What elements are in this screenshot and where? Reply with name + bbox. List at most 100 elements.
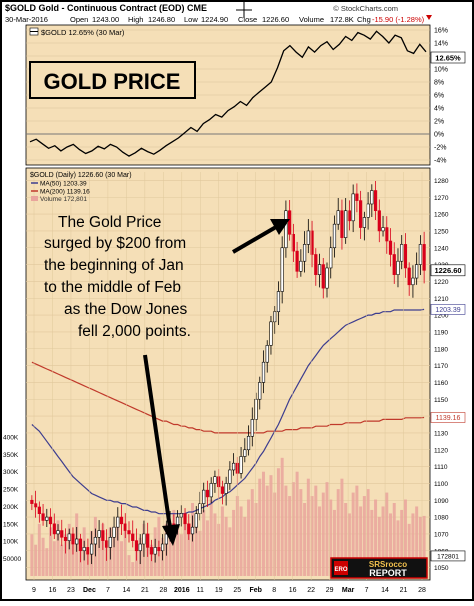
volume-y-tick-label: 400K [3,434,19,441]
candle-body [246,435,251,451]
volume-bar [325,482,329,576]
candle-body [295,250,299,272]
candle-body [138,543,142,552]
volume-bar [403,499,407,576]
candle [359,190,363,239]
candle-body [325,267,329,289]
volume-value-box [430,550,466,562]
candle-body [112,526,116,538]
candle [284,200,288,258]
candle-body [366,203,370,218]
volume-bar [123,530,127,576]
candle [202,482,206,513]
x-tick-label: 14 [381,587,389,594]
x-tick-label: 16 [289,587,297,594]
price-y-tick-label: 1190 [434,329,448,336]
candle-body [205,489,210,498]
volume-bar [183,513,187,576]
x-tick-label: 21 [141,587,149,594]
candle [258,376,262,410]
candle [97,520,101,548]
volume-bar [347,513,351,576]
candle [231,453,236,476]
candle-body [33,503,38,508]
performance-grid [26,29,430,161]
candle [161,534,165,561]
candle [243,438,247,463]
candle [288,200,292,241]
performance-y-tick-label: 14% [434,41,448,48]
ma50-value-label: 1203.39 [435,307,460,314]
candle-body [411,277,415,286]
candle-body [134,540,139,552]
candle-body [157,547,161,552]
price-y-tick-label: 1170 [434,363,448,370]
candle [149,539,154,562]
volume-bar [359,506,363,576]
candle [306,219,310,254]
price-panel [25,167,431,581]
volume-bar [389,513,393,576]
volume-bar [303,503,307,576]
volume-bar [258,478,262,576]
candle-body [52,523,56,535]
candle-body [310,230,314,255]
date-value: 30-Mar-2016 [5,15,48,24]
candle [138,534,142,565]
logo-text-bottom: REPORT [369,568,407,578]
candle-body [370,190,374,205]
candle [381,215,385,237]
candle [67,528,71,550]
candle-body [82,547,86,552]
candle-body [362,217,366,228]
candle [280,236,284,304]
candle [78,533,83,563]
candle-body [71,533,75,545]
candle [190,515,195,542]
volume-bar [34,544,38,576]
candle [246,425,251,456]
open-label: Open [70,15,88,24]
candle-body [276,291,281,313]
ma50-line [31,308,425,515]
candle [302,231,307,273]
candle [415,252,419,285]
volume-y-tick-label: 150K [3,521,19,528]
candle-body [190,526,195,535]
candle [52,513,56,540]
volume-bar [344,503,348,576]
volume-bar [213,513,217,576]
price-y-tick-label: 1180 [434,346,448,353]
candle-body [422,244,426,271]
price-y-tick-label: 1080 [434,515,449,522]
candle-body [250,419,254,437]
candle-body [306,230,310,245]
performance-y-tick-label: 8% [434,80,444,87]
candle-body [336,210,340,225]
price-y-tick-label: 1120 [434,447,448,454]
x-tick-label: 21 [400,587,408,594]
x-tick-label: 25 [233,587,241,594]
candle-body [198,503,202,515]
price-candles [30,181,426,565]
volume-bar [56,520,60,576]
candle-body [347,210,352,222]
volume-bar [205,520,209,576]
performance-y-tick-label: 6% [434,93,444,100]
candle-body [314,254,318,275]
x-tick-label: 22 [307,587,315,594]
candle [310,220,314,268]
x-tick-label: 9 [32,587,36,594]
candle [261,350,266,394]
candle-body [213,476,217,484]
candle [355,183,359,213]
volume-bar [45,548,49,576]
candle-body [344,210,348,238]
candle [157,540,161,557]
volume-bar [355,485,359,576]
candle-body [355,193,359,201]
price-y-tick-label: 1260 [434,212,449,219]
x-tick-label: 29 [326,587,334,594]
candle [273,306,277,334]
volume-bar [351,492,355,576]
